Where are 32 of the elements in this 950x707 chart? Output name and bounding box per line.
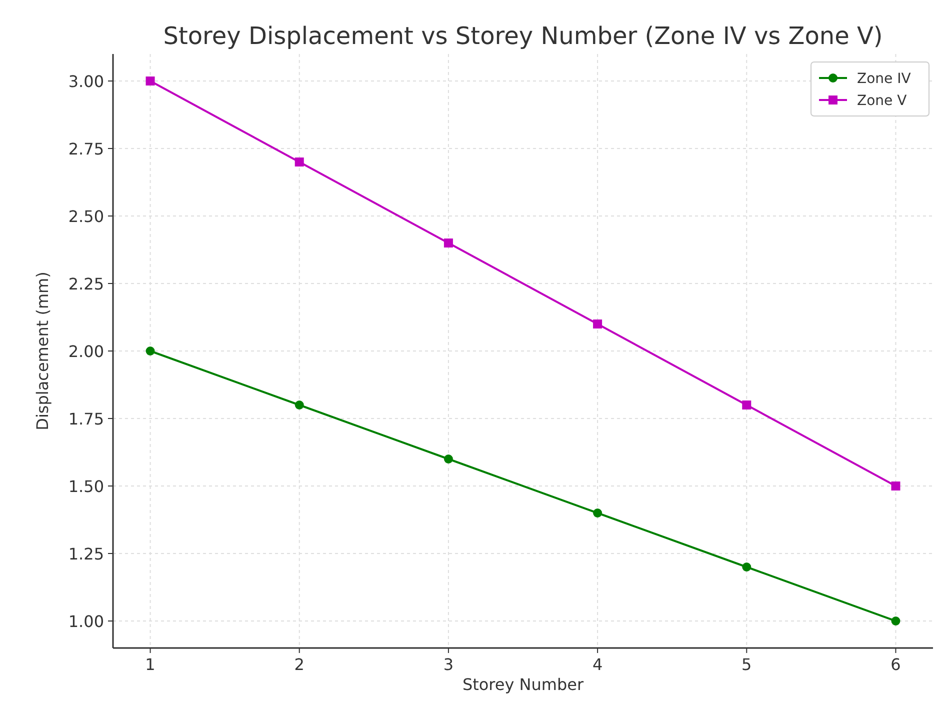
y-tick-label: 3.00 [68,72,104,91]
x-tick-label: 1 [145,655,156,674]
y-tick-label: 1.75 [68,410,104,428]
point [444,238,453,248]
x-axis-title: Storey Number [462,675,584,694]
point [294,400,304,410]
y-tick-label: 1.00 [68,612,104,631]
x-tick-label: 5 [742,655,752,674]
point [593,508,602,518]
x-tick-label: 6 [890,655,901,674]
x-tick-label: 3 [443,655,454,674]
y-tick-label: 2.50 [68,207,104,226]
point [891,616,900,626]
y-tick-label: 2.25 [68,274,104,294]
point [294,158,304,166]
legend-label: Zone V [857,93,908,109]
point [146,76,155,86]
point [742,562,752,572]
y-tick-label: 2.75 [68,140,104,158]
point [593,320,602,328]
y-tick-label: 1.50 [68,477,104,496]
legend-label: Zone IV [857,71,912,87]
y-tick-label: 1.25 [68,544,104,564]
chart-title: Storey Displacement vs Storey Number (Zone IV vs Zone V) [163,22,883,50]
point [146,346,155,356]
x-tick-label: 4 [592,655,603,674]
point [742,400,752,410]
y-axis-title: Displacement (mm) [33,272,52,430]
x-tick-label: 2 [294,655,304,674]
y-tick-label: 2.00 [68,342,104,361]
point [891,482,900,490]
point [444,454,453,464]
